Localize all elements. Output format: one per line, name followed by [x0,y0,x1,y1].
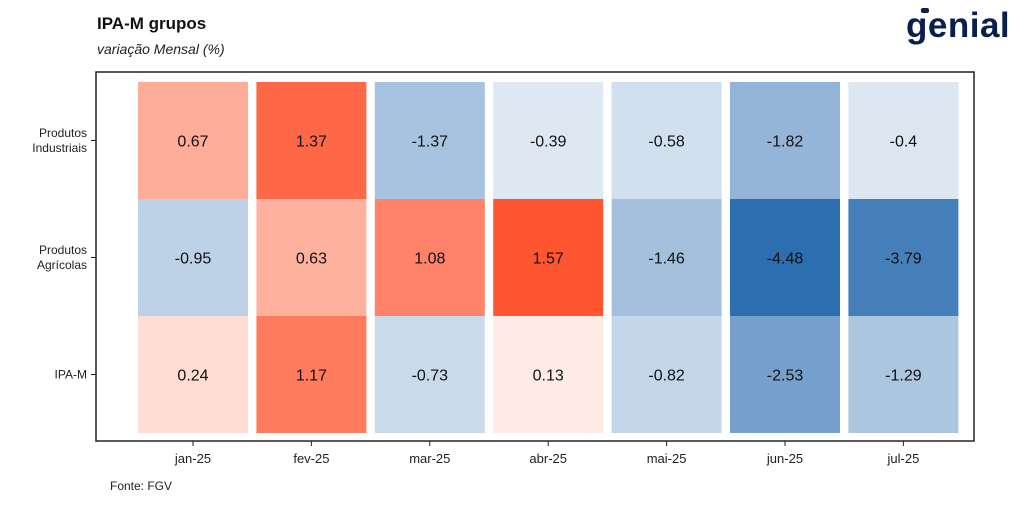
cell-value-label: 1.37 [296,134,327,151]
heatmap-value-labels: 0.67 1.37 -1.37 -0.39 -0.58 -1.82 -0.4 -0.95 0.6… [175,134,922,385]
heatmap-cell [374,199,485,316]
heatmap-cell [730,199,840,316]
x-tick-label: jan-25 [174,451,211,466]
heatmap-cell [848,316,959,433]
cell-value-label: -0.4 [890,134,918,151]
y-tick-label: Produtos [39,243,87,257]
cell-value-label: -4.48 [767,251,804,268]
chart-subtitle: variação Mensal (%) [97,41,225,57]
heatmap-cell [611,82,722,199]
cell-value-label: 1.08 [414,251,445,268]
heatmap-cell [730,316,840,433]
cell-value-label: -1.29 [885,368,922,385]
cell-value-label: 0.63 [296,251,327,268]
heatmap-cell [256,199,367,316]
cell-value-label: -2.53 [767,368,804,385]
x-axis: jan-25 fev-25 mar-25 abr-25 mai-25 jun-25 jul-… [174,441,919,466]
y-tick-label: Agrícolas [37,258,87,272]
x-tick-label: abr-25 [529,451,567,466]
cell-value-label: 1.57 [533,251,564,268]
heatmap-cell [374,316,485,433]
x-tick-label: mar-25 [409,451,450,466]
cell-value-label: -0.73 [412,368,449,385]
heatmap-cell [493,199,604,316]
heatmap-cell [374,82,485,199]
cell-value-label: -0.58 [648,134,685,151]
heatmap-cell [493,316,604,433]
cell-value-label: 0.24 [177,368,208,385]
cell-value-label: -1.82 [767,134,804,151]
cell-value-label: -0.39 [530,134,567,151]
source-note: Fonte: FGV [110,479,173,493]
heatmap-cell [848,199,959,316]
y-tick-label: Industriais [32,141,87,155]
cell-value-label: -3.79 [885,251,922,268]
cell-value-label: 1.17 [296,368,327,385]
y-tick-label: Produtos [39,126,87,140]
chart-title: IPA-M grupos [97,14,207,33]
logo-mark [921,8,929,13]
heatmap-cell [138,316,248,433]
heatmap-cell [138,82,248,199]
y-axis: ProdutosIndustriaisProdutosAgrícolasIPA-… [32,126,96,382]
cell-value-label: -0.95 [175,251,212,268]
heatmap-cell [493,82,604,199]
x-tick-label: fev-25 [293,451,329,466]
cell-value-label: 0.13 [533,368,564,385]
heatmap-cells [138,82,959,433]
x-tick-label: jun-25 [766,451,803,466]
heatmap-cell [848,82,959,199]
heatmap-cell [256,82,367,199]
cell-value-label: -0.82 [648,368,685,385]
heatmap-cell [611,316,722,433]
heatmap-cell [138,199,248,316]
y-tick-label: IPA-M [55,368,87,382]
cell-value-label: -1.37 [412,134,449,151]
heatmap-cell [611,199,722,316]
cell-value-label: 0.67 [177,134,208,151]
x-tick-label: jul-25 [887,451,920,466]
plot-frame [95,71,975,442]
heatmap-cell [256,316,367,433]
x-tick-label: mai-25 [647,451,687,466]
cell-value-label: -1.46 [648,251,685,268]
heatmap-cell [730,82,840,199]
brand-logo: genial [906,6,1011,45]
